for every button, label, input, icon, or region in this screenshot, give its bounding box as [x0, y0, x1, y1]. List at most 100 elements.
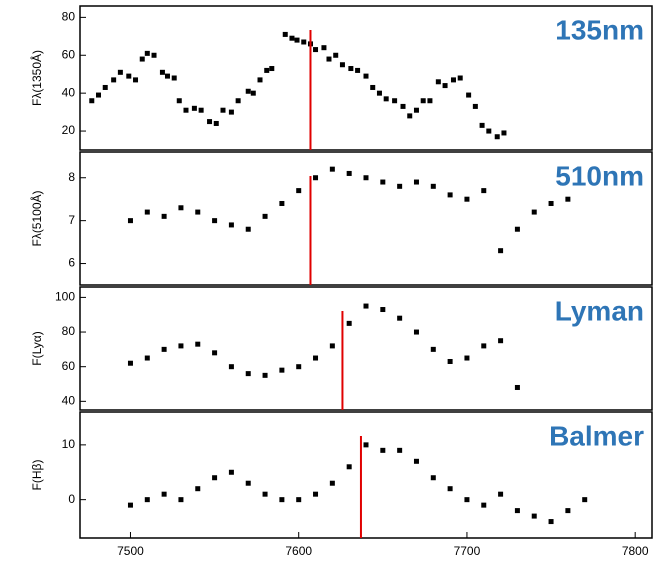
- point: [364, 304, 369, 309]
- point: [464, 197, 469, 202]
- point: [258, 77, 263, 82]
- panel-label: Balmer: [549, 420, 644, 451]
- y-axis-label: F(Hβ): [30, 460, 44, 491]
- point: [532, 514, 537, 519]
- point: [246, 481, 251, 486]
- y-tick-label: 100: [55, 290, 75, 304]
- point: [195, 210, 200, 215]
- point: [473, 104, 478, 109]
- point: [229, 222, 234, 227]
- point: [466, 93, 471, 98]
- point: [364, 74, 369, 79]
- point: [283, 32, 288, 37]
- point: [436, 79, 441, 84]
- point: [380, 448, 385, 453]
- x-tick-label: 7700: [454, 544, 481, 558]
- point: [458, 76, 463, 81]
- panel-label: Lyman: [555, 295, 644, 326]
- point: [295, 38, 300, 43]
- point: [263, 492, 268, 497]
- point: [384, 96, 389, 101]
- point: [195, 342, 200, 347]
- point: [330, 343, 335, 348]
- point: [246, 89, 251, 94]
- y-tick-label: 6: [68, 256, 75, 270]
- point: [330, 481, 335, 486]
- point: [414, 108, 419, 113]
- y-axis-label: Fλ(5100Å): [29, 190, 44, 246]
- point: [212, 475, 217, 480]
- point: [340, 62, 345, 67]
- x-tick-label: 7800: [622, 544, 649, 558]
- y-tick-label: 80: [62, 10, 76, 24]
- point: [326, 57, 331, 62]
- point: [212, 350, 217, 355]
- point: [178, 205, 183, 210]
- point: [397, 316, 402, 321]
- point: [330, 167, 335, 172]
- point: [301, 40, 306, 45]
- point: [481, 503, 486, 508]
- point: [380, 180, 385, 185]
- point: [486, 129, 491, 134]
- point: [392, 98, 397, 103]
- point: [133, 77, 138, 82]
- point: [364, 175, 369, 180]
- point: [140, 57, 145, 62]
- point: [565, 197, 570, 202]
- point: [263, 373, 268, 378]
- point: [118, 70, 123, 75]
- point: [152, 53, 157, 58]
- point: [414, 180, 419, 185]
- point: [313, 356, 318, 361]
- point: [221, 108, 226, 113]
- point: [448, 359, 453, 364]
- point: [498, 338, 503, 343]
- point: [364, 442, 369, 447]
- point: [183, 108, 188, 113]
- point: [495, 134, 500, 139]
- y-tick-label: 40: [62, 394, 76, 408]
- point: [126, 74, 131, 79]
- point: [431, 347, 436, 352]
- point: [355, 68, 360, 73]
- point: [279, 497, 284, 502]
- point: [178, 343, 183, 348]
- point: [421, 98, 426, 103]
- point: [414, 459, 419, 464]
- y-tick-label: 7: [68, 213, 75, 227]
- page: {"chart_data": [ {"type": "scatter", "la…: [0, 0, 662, 576]
- point: [431, 475, 436, 480]
- point: [443, 83, 448, 88]
- x-tick-label: 7600: [285, 544, 312, 558]
- point: [269, 66, 274, 71]
- point: [289, 36, 294, 41]
- point: [128, 503, 133, 508]
- point: [128, 361, 133, 366]
- point: [251, 91, 256, 96]
- y-tick-label: 20: [62, 123, 76, 137]
- point: [145, 356, 150, 361]
- point: [145, 497, 150, 502]
- point: [377, 91, 382, 96]
- chart: 20406080Fλ(1350Å)135nm678Fλ(5100Å)510nm4…: [0, 0, 662, 576]
- point: [313, 175, 318, 180]
- point: [128, 218, 133, 223]
- point: [172, 76, 177, 81]
- point: [347, 171, 352, 176]
- point: [401, 104, 406, 109]
- point: [236, 98, 241, 103]
- point: [532, 210, 537, 215]
- point: [380, 307, 385, 312]
- point: [263, 214, 268, 219]
- point: [515, 508, 520, 513]
- y-axis-label: Fλ(1350Å): [29, 50, 44, 106]
- point: [348, 66, 353, 71]
- point: [370, 85, 375, 90]
- point: [192, 106, 197, 111]
- panel-label: 510nm: [555, 160, 644, 191]
- point: [448, 192, 453, 197]
- point: [207, 119, 212, 124]
- point: [160, 70, 165, 75]
- point: [549, 201, 554, 206]
